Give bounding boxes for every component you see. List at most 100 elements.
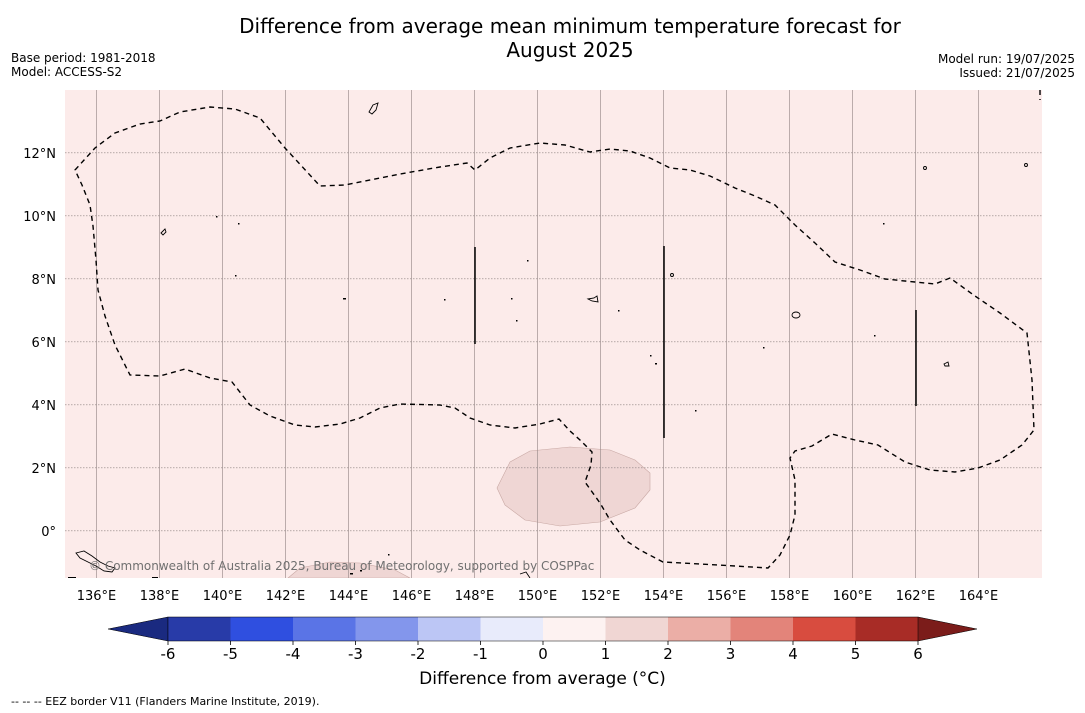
islet <box>874 335 876 337</box>
colorbar-tick-label: -5 <box>223 645 238 663</box>
colorbar-tick-label: 1 <box>601 645 611 663</box>
colorbar-swatch <box>480 617 544 641</box>
longitude-tick-label: 144°E <box>329 589 369 604</box>
colorbar-tick-label: -1 <box>473 645 488 663</box>
colorbar-swatch <box>793 617 856 641</box>
issued-date: Issued: 21/07/2025 <box>959 66 1075 80</box>
latitude-tick-label: 4°N <box>32 399 57 414</box>
colorbar-tick-label: 6 <box>913 645 923 663</box>
colorbar-tick-label: -4 <box>286 645 301 663</box>
colorbar-swatch <box>168 617 231 641</box>
islet <box>695 410 697 412</box>
latitude-tick-label: 8°N <box>32 273 57 288</box>
anomaly-region-south <box>287 561 411 578</box>
islands <box>75 102 1028 578</box>
islet <box>235 275 237 277</box>
island <box>923 166 927 170</box>
islet <box>655 363 657 365</box>
islet <box>238 223 240 225</box>
islet <box>343 298 346 300</box>
longitude-tick-label: 142°E <box>266 589 306 604</box>
eez-footnote: -- -- -- EEZ border V11 (Flanders Marine… <box>11 695 320 708</box>
graticule <box>65 90 1042 578</box>
island <box>368 102 379 115</box>
map-panel: © Commonwealth of Australia 2025, Bureau… <box>23 90 1042 604</box>
model-run: Model run: 19/07/2025 <box>937 52 1075 66</box>
colorbar-swatch <box>668 617 731 641</box>
anomaly-region <box>496 446 651 527</box>
colorbar-swatch <box>855 617 919 641</box>
base-period: Base period: 1981-2018 <box>11 51 156 65</box>
colorbar-tick-label: 5 <box>851 645 861 663</box>
islet <box>216 216 218 218</box>
island <box>670 273 674 277</box>
island <box>160 228 167 236</box>
island <box>586 295 599 303</box>
colorbar-tick-label: -6 <box>161 645 176 663</box>
island <box>519 571 531 578</box>
islet <box>152 577 158 578</box>
islet <box>350 573 353 575</box>
colorbar-swatch <box>230 617 294 641</box>
island <box>75 550 116 573</box>
colorbar-tick-label: -3 <box>348 645 363 663</box>
colorbar-swatch <box>605 617 669 641</box>
title-line-2: August 2025 <box>506 38 634 62</box>
title-line-1: Difference from average mean minimum tem… <box>239 14 901 38</box>
longitude-tick-label: 150°E <box>518 589 558 604</box>
islet <box>68 577 76 578</box>
islet <box>650 355 652 357</box>
islet <box>444 299 446 301</box>
small-islets <box>68 216 885 578</box>
longitude-tick-label: 148°E <box>455 589 495 604</box>
colorbar-tick-label: 0 <box>538 645 548 663</box>
islet <box>360 570 362 572</box>
colorbar: -6 -5 -4 -3 -2 -1 0 1 2 3 4 5 6 <box>107 616 978 663</box>
longitude-tick-label: 164°E <box>959 589 999 604</box>
map-title: Difference from average mean minimum tem… <box>170 14 970 62</box>
colorbar-tick-label: -2 <box>411 645 426 663</box>
islet <box>527 260 529 262</box>
latitude-tick-label: 10°N <box>23 210 56 225</box>
longitude-tick-label: 158°E <box>770 589 810 604</box>
colorbar-swatch <box>730 617 794 641</box>
latitude-tick-label: 6°N <box>32 336 57 351</box>
colorbar-swatch <box>543 617 606 641</box>
model-name: Model: ACCESS-S2 <box>11 65 123 79</box>
copyright-notice: © Commonwealth of Australia 2025, Bureau… <box>89 559 594 573</box>
islet <box>883 223 885 225</box>
islet <box>516 320 518 322</box>
colorbar-swatch <box>293 617 356 641</box>
longitude-tick-label: 162°E <box>896 589 936 604</box>
colorbar-tick-label: 3 <box>726 645 736 663</box>
eez-boundary <box>74 106 1035 569</box>
island <box>1024 163 1028 167</box>
islet <box>511 298 513 300</box>
metadata-left: Base period: 1981-2018 Model: ACCESS-S2 <box>11 51 156 79</box>
colorbar-tick-label: 4 <box>788 645 798 663</box>
longitude-tick-label: 136°E <box>77 589 117 604</box>
metadata-right: Model run: 19/07/2025 Issued: 21/07/2025 <box>938 52 1075 80</box>
latitude-tick-label: 2°N <box>32 462 57 477</box>
island <box>791 311 801 319</box>
longitude-tick-label: 146°E <box>392 589 432 604</box>
islet <box>388 554 390 556</box>
longitude-tick-label: 138°E <box>140 589 180 604</box>
colorbar-tick-label: 2 <box>663 645 673 663</box>
latitude-tick-label: 12°N <box>23 147 56 162</box>
longitude-labels: 136°E 138°E 140°E 142°E 144°E 146°E 148°E 150°E… <box>77 589 999 604</box>
longitude-tick-label: 154°E <box>644 589 684 604</box>
longitude-tick-label: 160°E <box>833 589 873 604</box>
longitude-tick-label: 152°E <box>581 589 621 604</box>
islet <box>763 347 765 349</box>
colorbar-over-arrow <box>917 616 978 642</box>
longitude-tick-label: 156°E <box>707 589 747 604</box>
colorbar-swatch <box>418 617 481 641</box>
islet <box>618 310 620 312</box>
longitude-tick-label: 140°E <box>203 589 243 604</box>
colorbar-under-arrow <box>107 616 169 642</box>
island <box>943 361 950 367</box>
latitude-labels: 12°N 10°N 8°N 6°N 4°N 2°N 0° <box>23 147 56 540</box>
colorbar-title: Difference from average (°C) <box>419 669 666 689</box>
